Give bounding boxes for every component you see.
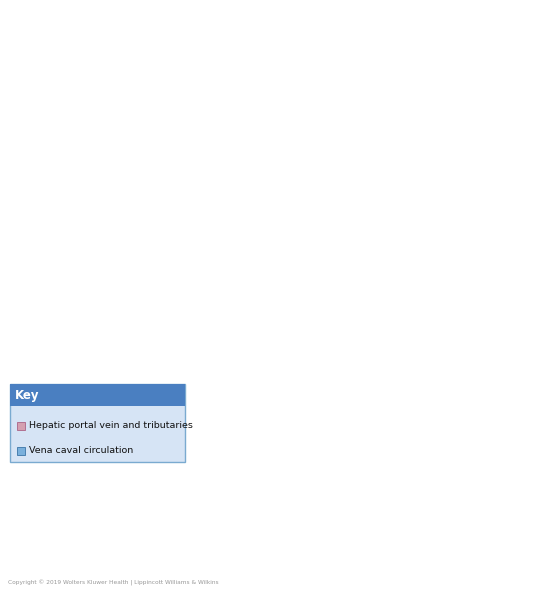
Text: Key: Key bbox=[15, 388, 40, 401]
Bar bbox=[17, 447, 25, 455]
Bar bbox=[10, 384, 185, 462]
Text: Hepatic portal vein and tributaries: Hepatic portal vein and tributaries bbox=[29, 421, 193, 430]
Bar bbox=[10, 384, 185, 406]
Text: Vena caval circulation: Vena caval circulation bbox=[29, 446, 133, 455]
Text: Copyright © 2019 Wolters Kluwer Health | Lippincott Williams & Wilkins: Copyright © 2019 Wolters Kluwer Health |… bbox=[8, 580, 219, 586]
Bar bbox=[17, 422, 25, 430]
